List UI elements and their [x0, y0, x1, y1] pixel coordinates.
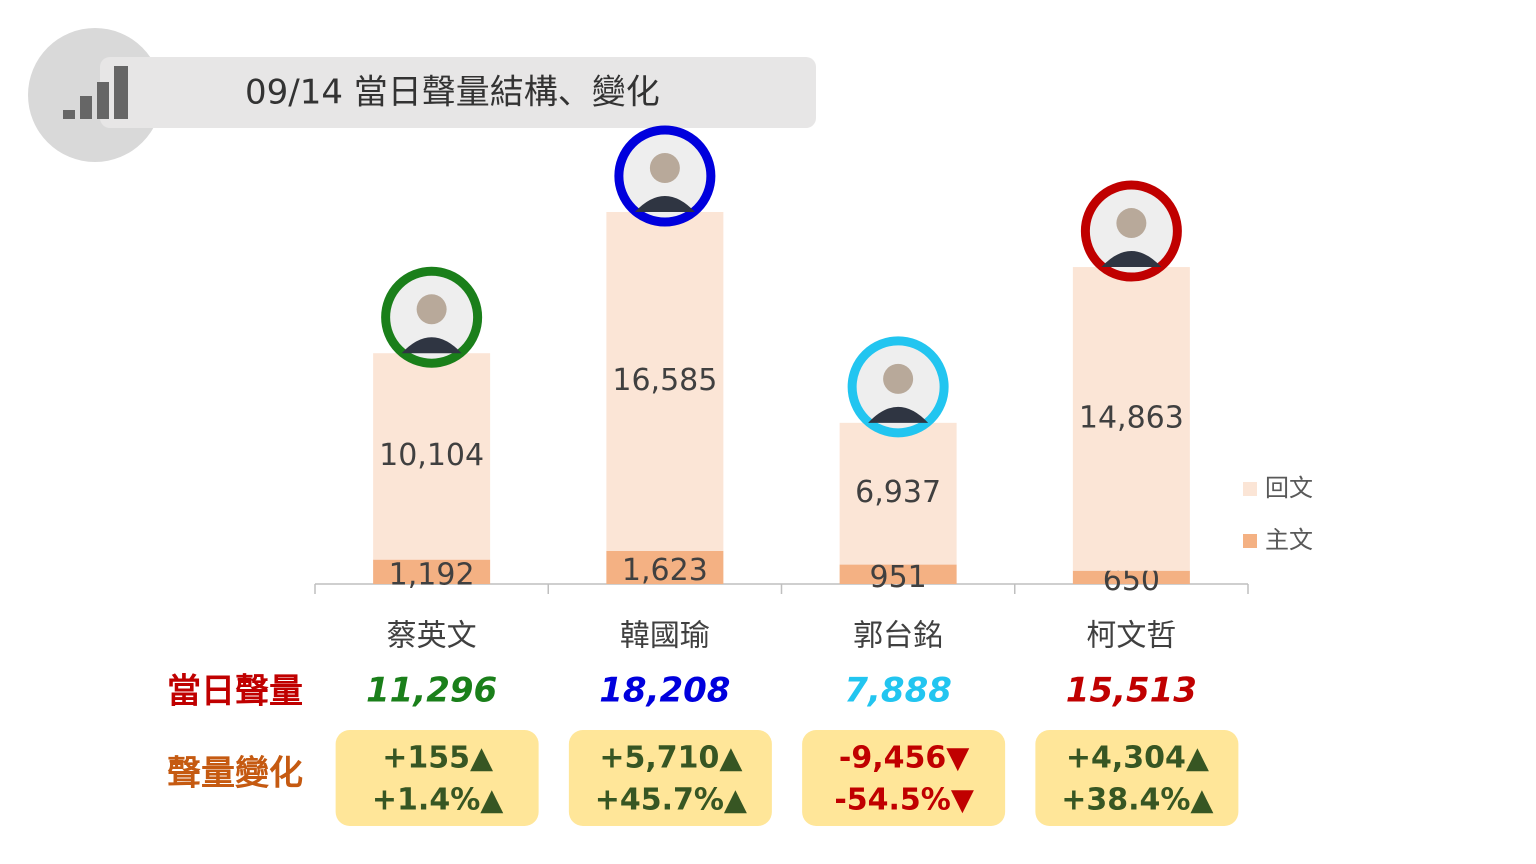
- total-value: 7,888: [844, 671, 952, 711]
- data-label: 1,623: [622, 553, 708, 588]
- portrait-head: [1116, 208, 1147, 239]
- change-value: +155▲: [382, 741, 493, 776]
- legend-swatch: [1243, 534, 1257, 548]
- category-label: 韓國瑜: [620, 619, 710, 654]
- chart-title: 09/14 當日聲量結構、變化: [245, 73, 660, 113]
- change-box: [1035, 730, 1239, 826]
- change-row-label: 聲量變化: [167, 754, 303, 794]
- legend-label: 主文: [1265, 526, 1313, 554]
- data-label: 6,937: [855, 475, 941, 510]
- bar-segment: [373, 353, 491, 560]
- change-box: [335, 730, 539, 826]
- bar-segment: [839, 422, 957, 565]
- data-label: 951: [869, 560, 926, 595]
- portrait-body: [868, 406, 929, 423]
- data-label: 10,104: [379, 438, 484, 473]
- portrait-body: [401, 337, 462, 354]
- bar-segment: [606, 550, 724, 584]
- total-value: 11,296: [366, 671, 497, 711]
- header-icon: [63, 66, 128, 119]
- bar-segment: [1072, 267, 1190, 571]
- bar-segment: [1072, 570, 1190, 584]
- category-label: 蔡英文: [387, 619, 477, 654]
- change-percent: +1.4%▲: [372, 783, 503, 818]
- change-box: [568, 730, 772, 826]
- change-value: -9,456▼: [839, 741, 969, 776]
- legend-swatch: [1243, 482, 1257, 496]
- data-label: 1,192: [389, 557, 475, 592]
- total-row-label: 當日聲量: [167, 672, 303, 712]
- change-percent: +38.4%▲: [1061, 783, 1213, 818]
- bar-segment: [839, 564, 957, 584]
- bar-segment: [606, 212, 724, 551]
- change-percent: -54.5%▼: [834, 783, 974, 818]
- change-box: [802, 730, 1006, 826]
- bar-segment: [373, 559, 491, 584]
- data-label: 16,585: [612, 363, 717, 398]
- category-label: 郭台銘: [853, 619, 943, 654]
- total-value: 15,513: [1066, 671, 1197, 711]
- portrait-head: [883, 363, 914, 394]
- portrait-head: [649, 153, 680, 183]
- portrait-body: [1101, 251, 1162, 268]
- change-value: +5,710▲: [599, 741, 742, 776]
- header-bar: [100, 57, 816, 128]
- total-value: 18,208: [599, 671, 730, 711]
- category-label: 柯文哲: [1086, 619, 1176, 654]
- change-value: +4,304▲: [1066, 741, 1209, 776]
- portrait-head: [416, 294, 447, 325]
- legend-label: 回文: [1265, 474, 1313, 502]
- portrait-body: [634, 196, 695, 212]
- data-label: 14,863: [1079, 400, 1184, 435]
- change-percent: +45.7%▲: [595, 783, 747, 818]
